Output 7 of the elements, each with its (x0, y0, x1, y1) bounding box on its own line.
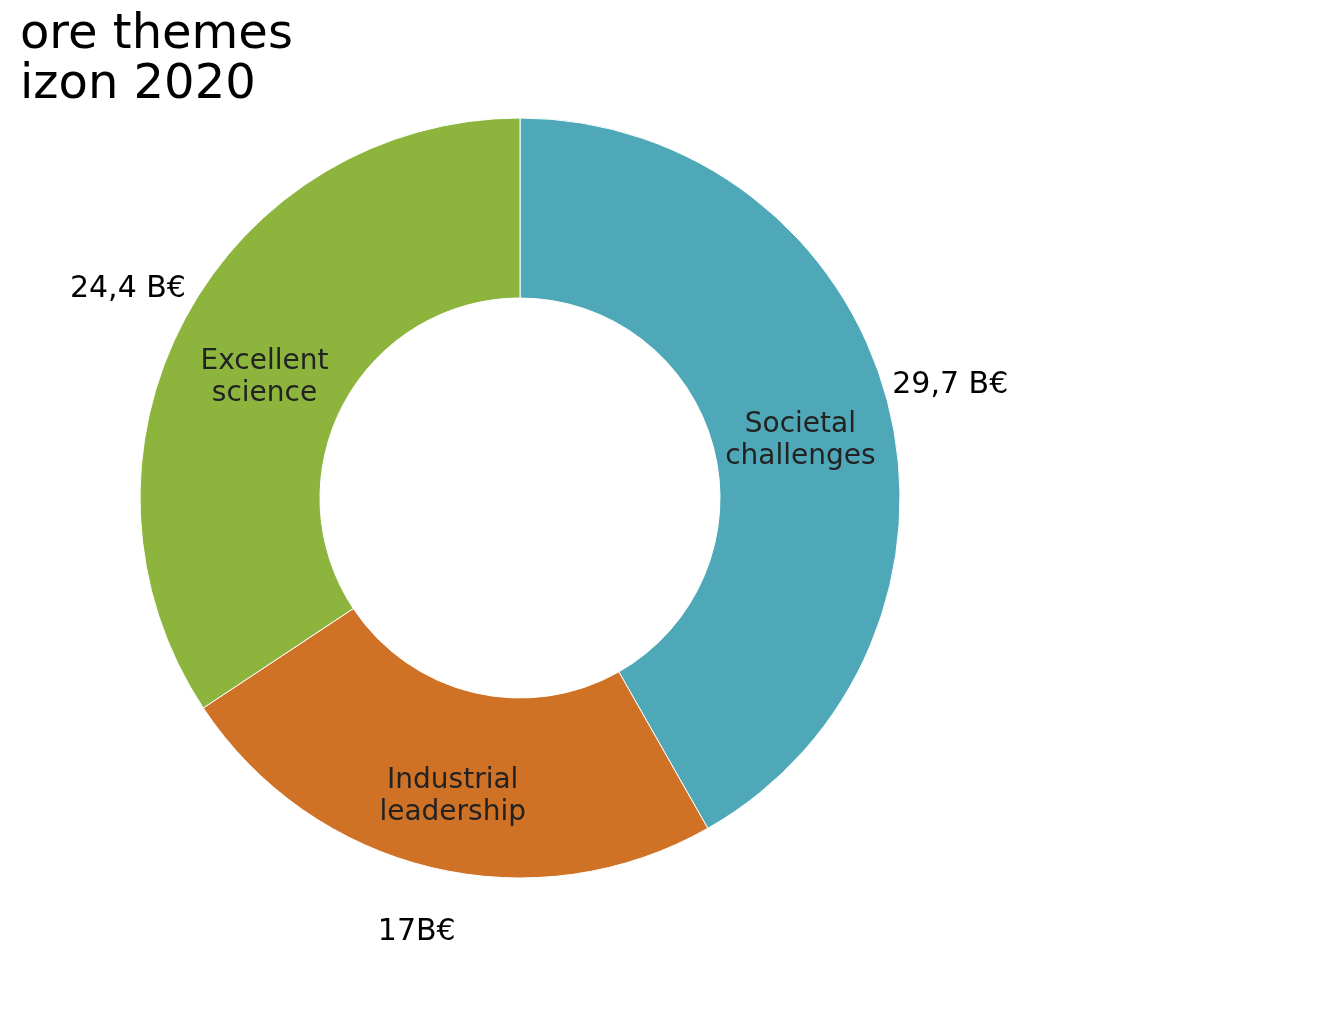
data-label: 29,7 B€ (892, 365, 1009, 401)
slice-label: Industrial leadership (379, 762, 526, 828)
chart-title: ore themes izon 2020 (20, 3, 293, 109)
data-label: 24,4 B€ (69, 268, 186, 304)
slice-label: Excellent science (200, 342, 329, 408)
slice-label: Societal challenges (725, 405, 876, 471)
data-label: 17B€ (377, 911, 456, 947)
